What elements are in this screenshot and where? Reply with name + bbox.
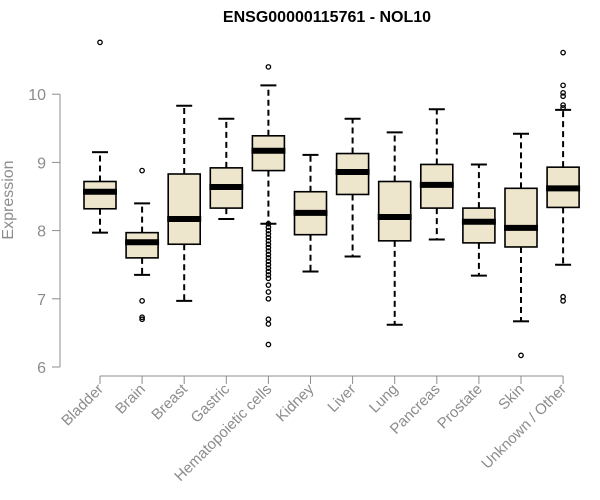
box-pancreas [419, 108, 454, 241]
box-iqr [504, 187, 538, 248]
outlier-point [139, 297, 145, 304]
box-brain [125, 167, 160, 323]
outlier-point [265, 258, 272, 265]
outlier-point [265, 321, 272, 327]
y-tick-label: 7 [37, 292, 46, 309]
outlier-point [560, 82, 566, 89]
outlier-point [265, 237, 272, 244]
box-iqr [125, 231, 159, 259]
x-tick-label: Liver [324, 381, 359, 416]
outlier-point [265, 231, 272, 237]
outlier-point [265, 341, 272, 348]
outlier-point [265, 227, 272, 234]
outlier-point [265, 261, 272, 268]
x-tick-label: Brain [112, 381, 149, 418]
outlier-point [265, 275, 272, 282]
outlier-point [139, 167, 145, 174]
outlier-point [560, 89, 566, 96]
outlier-point [265, 289, 272, 295]
outlier-point [265, 282, 272, 289]
x-tick-label: Bladder [58, 381, 107, 430]
outlier-point [560, 104, 566, 111]
outlier-point [265, 255, 272, 261]
outlier-point [265, 241, 272, 248]
outlier-point [265, 234, 272, 241]
x-tick-label: Skin [495, 381, 528, 414]
box-liver [335, 117, 370, 258]
outlier-point [139, 316, 145, 323]
y-tick-label: 9 [37, 155, 46, 172]
outlier-point [265, 272, 272, 278]
x-tick-label: Lung [366, 381, 402, 417]
x-tick-label: Breast [148, 380, 191, 423]
outlier-point [560, 49, 566, 56]
outlier-point [265, 220, 272, 227]
outlier-point [265, 268, 272, 275]
outlier-point [265, 64, 272, 70]
box-kidney [293, 153, 328, 273]
box-lung [377, 131, 412, 326]
box-breast [167, 104, 202, 302]
outlier-point [97, 39, 103, 46]
outlier-point [265, 248, 272, 254]
box-unknown-other [546, 49, 581, 304]
outlier-point [265, 244, 272, 251]
outlier-point [265, 316, 272, 323]
y-tick-label: 8 [37, 224, 46, 241]
box-iqr [462, 207, 496, 244]
box-iqr [377, 180, 412, 242]
outlier-point [265, 251, 272, 258]
box-prostate [461, 163, 496, 277]
box-series [83, 39, 581, 359]
outlier-point [560, 297, 566, 304]
y-axis-label: Expression [0, 160, 17, 239]
outlier-point [265, 265, 272, 271]
outlier-point [139, 314, 145, 321]
y-tick-label: 10 [28, 87, 46, 104]
y-axis: 6 7 8 9 10 [28, 87, 61, 377]
box-iqr [83, 180, 117, 210]
x-tick-label: Prostate [434, 381, 486, 433]
box-gastric [209, 117, 244, 221]
box-iqr [167, 173, 201, 246]
box-bladder [83, 39, 117, 234]
box-skin [504, 132, 538, 359]
outlier-point [518, 352, 524, 359]
chart-title: ENSG00000115761 - NOL10 [223, 9, 431, 26]
outlier-point [265, 295, 272, 302]
x-tick-label: Kidney [273, 380, 318, 425]
y-tick-label: 6 [37, 360, 46, 377]
box-hematopoietic-cells [251, 64, 286, 348]
outlier-point [560, 93, 566, 100]
outlier-point [560, 102, 566, 108]
outlier-point [265, 224, 272, 231]
